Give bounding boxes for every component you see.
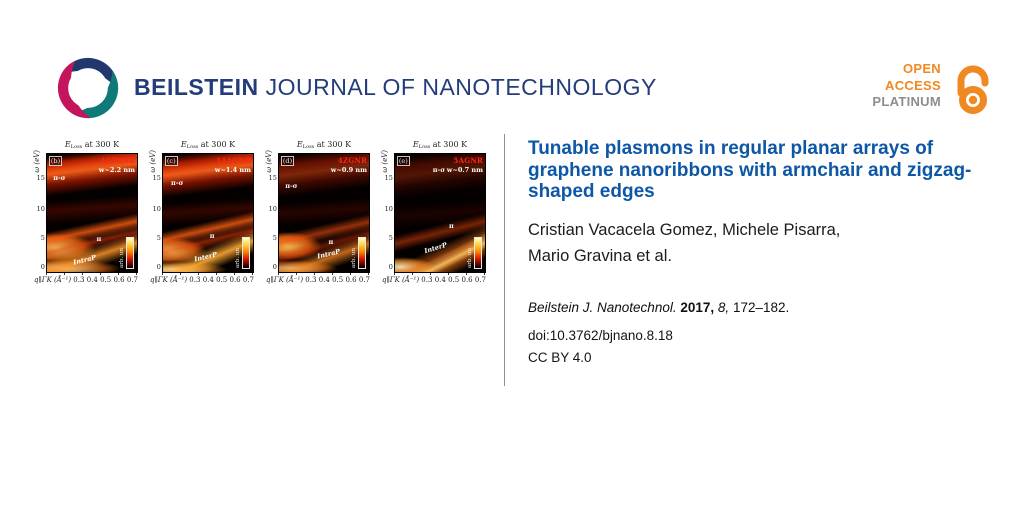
figure-panel-e: ELoss at 300 K ω (eV) 15 10 5 0 (e) 5AGN… xyxy=(381,140,486,284)
ribbon-name: 10ZGNR xyxy=(100,156,135,165)
ribbon-name: 4ZGNR xyxy=(337,156,367,165)
colorbar xyxy=(474,237,482,269)
x-axis: q∥ΓK (Å⁻¹) 0.3 0.4 0.5 0.6 0.7 xyxy=(266,276,370,284)
x-axis-label: q∥ΓK (Å⁻¹) xyxy=(34,276,72,284)
heatmap-art xyxy=(394,154,485,272)
panel-title: ELoss at 300 K xyxy=(64,140,120,150)
x-axis: q∥ΓK (Å⁻¹) 0.3 0.4 0.5 0.6 0.7 xyxy=(150,276,254,284)
x-axis-label: q∥ΓK (Å⁻¹) xyxy=(150,276,188,284)
pi-label: π xyxy=(96,235,102,244)
colorbar-label: arb. un xyxy=(119,247,125,268)
panel-letter: (e) xyxy=(396,156,410,166)
ribbon-width: w~0.9 nm xyxy=(330,166,367,174)
figure-heatmap-panels: ELoss at 300 K ω (eV) 15 10 5 0 (b) 10ZG… xyxy=(33,140,486,284)
open-access-line2: ACCESS xyxy=(885,77,941,93)
panel-title: ELoss at 300 K xyxy=(412,140,468,150)
y-axis-label: ω (eV) xyxy=(149,150,157,173)
journal-name-bold: BEILSTEIN xyxy=(134,74,259,100)
authors-line-1: Cristian Vacacela Gomez, Michele Pisarra… xyxy=(528,220,841,239)
open-access-line1: OPEN xyxy=(902,60,941,76)
open-access-badge: OPEN ACCESS PLATINUM xyxy=(852,58,998,114)
x-axis: q∥ΓK (Å⁻¹) 0.3 0.4 0.5 0.6 0.7 xyxy=(34,276,138,284)
x-axis: q∥ΓK (Å⁻¹) 0.3 0.4 0.5 0.6 0.7 xyxy=(382,276,486,284)
colorbar-label: arb. un xyxy=(467,247,473,268)
article-doi: doi:10.3762/bjnano.8.18 xyxy=(528,328,673,344)
citation-journal: Beilstein J. Nanotechnol. xyxy=(528,300,677,316)
colorbar xyxy=(126,237,134,269)
pi-label: π xyxy=(448,222,454,231)
y-axis-label: ω (eV) xyxy=(381,150,389,173)
heatmap-plot: (c) 11AGNR w~1.4 nm π-σ π InterP arb. un xyxy=(161,153,254,273)
heatmap-art xyxy=(162,154,253,272)
article-license: CC BY 4.0 xyxy=(528,350,592,366)
x-axis-ticks xyxy=(278,273,370,275)
article-citation: Beilstein J. Nanotechnol. 2017, 8, 172–1… xyxy=(528,300,986,315)
pi-sigma-label: π-σ xyxy=(432,165,445,174)
ribbon-name: 11AGNR xyxy=(216,156,251,165)
y-axis: ω (eV) 15 10 5 0 xyxy=(149,150,161,271)
beilstein-logo-icon xyxy=(57,57,119,119)
figure-panel-c: ELoss at 300 K ω (eV) 15 10 5 0 (c) 11AG… xyxy=(149,140,254,284)
panel-letter: (b) xyxy=(48,156,63,166)
y-axis-label: ω (eV) xyxy=(265,150,273,173)
ribbon-width: w~1.4 nm xyxy=(214,166,251,174)
open-access-text: OPEN ACCESS PLATINUM xyxy=(852,61,941,112)
x-axis-ticks xyxy=(162,273,254,275)
y-axis-label: ω (eV) xyxy=(33,150,41,173)
citation-pages: 172–182. xyxy=(732,300,790,316)
x-axis-ticks xyxy=(394,273,486,275)
citation-year: 2017, xyxy=(680,300,715,316)
heatmap-plot: (e) 5AGNR w~0.7 nm π-σ π InterP arb. un xyxy=(393,153,486,273)
colorbar xyxy=(358,237,366,269)
ribbon-name: 5AGNR xyxy=(453,156,483,165)
vertical-divider xyxy=(504,134,505,386)
pi-label: π xyxy=(328,237,334,246)
authors-line-2: Mario Gravina et al. xyxy=(528,246,672,265)
pi-label: π xyxy=(209,231,215,240)
panel-letter: (c) xyxy=(164,156,178,166)
heatmap-plot: (b) 10ZGNR w~2.2 nm π-σ π IntraP arb. un xyxy=(45,153,138,273)
panel-title: ELoss at 300 K xyxy=(180,140,236,150)
pi-sigma-label: π-σ xyxy=(285,182,298,191)
journal-name-rest: JOURNAL OF NANOTECHNOLOGY xyxy=(265,74,657,100)
y-axis: ω (eV) 15 10 5 0 xyxy=(381,150,393,271)
pi-sigma-label: π-σ xyxy=(171,178,184,187)
heatmap-plot: (d) 4ZGNR w~0.9 nm π-σ π IntraP arb. un xyxy=(277,153,370,273)
journal-wordmark: BEILSTEIN JOURNAL OF NANOTECHNOLOGY xyxy=(134,74,657,101)
heatmap-art xyxy=(278,154,369,272)
panel-letter: (d) xyxy=(280,156,295,166)
colorbar xyxy=(242,237,250,269)
open-access-line3: PLATINUM xyxy=(872,94,941,110)
citation-volume: 8, xyxy=(717,300,730,316)
y-axis: ω (eV) 15 10 5 0 xyxy=(265,150,277,271)
x-axis-ticks xyxy=(46,273,138,275)
panel-title: ELoss at 300 K xyxy=(296,140,352,150)
open-lock-icon xyxy=(957,65,989,114)
ribbon-width: w~2.2 nm xyxy=(98,166,135,174)
article-title: Tunable plasmons in regular planar array… xyxy=(528,138,972,203)
article-authors: Cristian Vacacela Gomez, Michele Pisarra… xyxy=(528,218,986,269)
pi-sigma-label: π-σ xyxy=(53,174,66,183)
article-meta: Tunable plasmons in regular planar array… xyxy=(528,138,986,365)
heatmap-art xyxy=(46,154,137,272)
colorbar-label: arb. un xyxy=(235,247,241,268)
x-axis-label: q∥ΓK (Å⁻¹) xyxy=(382,276,420,284)
figure-panel-b: ELoss at 300 K ω (eV) 15 10 5 0 (b) 10ZG… xyxy=(33,140,138,284)
figure-panel-d: ELoss at 300 K ω (eV) 15 10 5 0 (d) 4ZGN… xyxy=(265,140,370,284)
colorbar-label: arb. un xyxy=(351,247,357,268)
ribbon-width: w~0.7 nm xyxy=(446,166,483,174)
y-axis: ω (eV) 15 10 5 0 xyxy=(33,150,45,271)
x-axis-label: q∥ΓK (Å⁻¹) xyxy=(266,276,304,284)
